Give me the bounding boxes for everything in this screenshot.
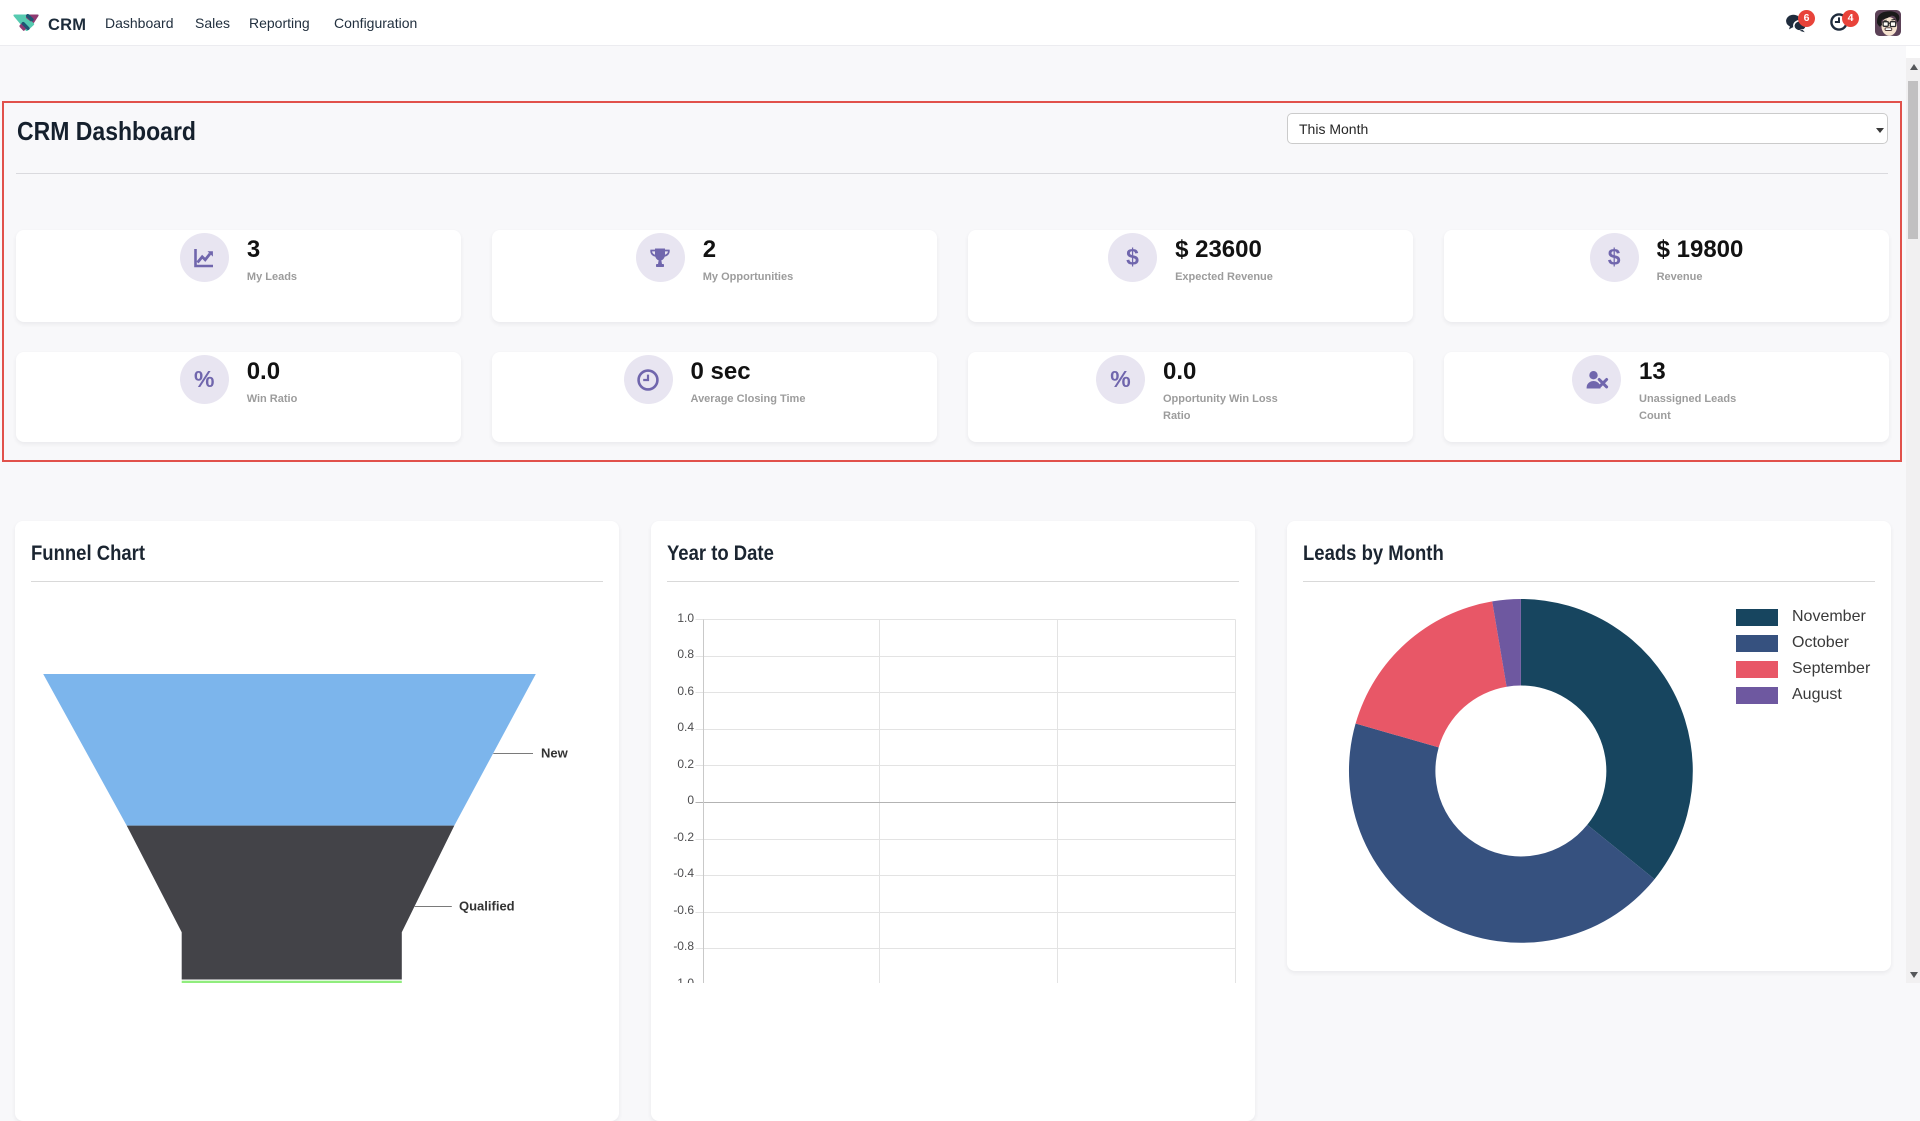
- svg-text:0.2: 0.2: [677, 757, 694, 771]
- svg-text:Qualified: Qualified: [459, 899, 515, 914]
- svg-text:-0.8: -0.8: [673, 939, 694, 953]
- svg-text:0.8: 0.8: [677, 647, 694, 661]
- svg-text:-0.2: -0.2: [673, 830, 694, 844]
- svg-text:0: 0: [687, 793, 694, 807]
- svg-text:-0.4: -0.4: [673, 866, 694, 880]
- svg-text:New: New: [541, 746, 569, 761]
- svg-text:-1.0: -1.0: [673, 976, 694, 983]
- svg-text:-0.6: -0.6: [673, 903, 694, 917]
- svg-text:1.0: 1.0: [677, 611, 694, 625]
- svg-text:0.6: 0.6: [677, 684, 694, 698]
- svg-text:0.4: 0.4: [677, 720, 694, 734]
